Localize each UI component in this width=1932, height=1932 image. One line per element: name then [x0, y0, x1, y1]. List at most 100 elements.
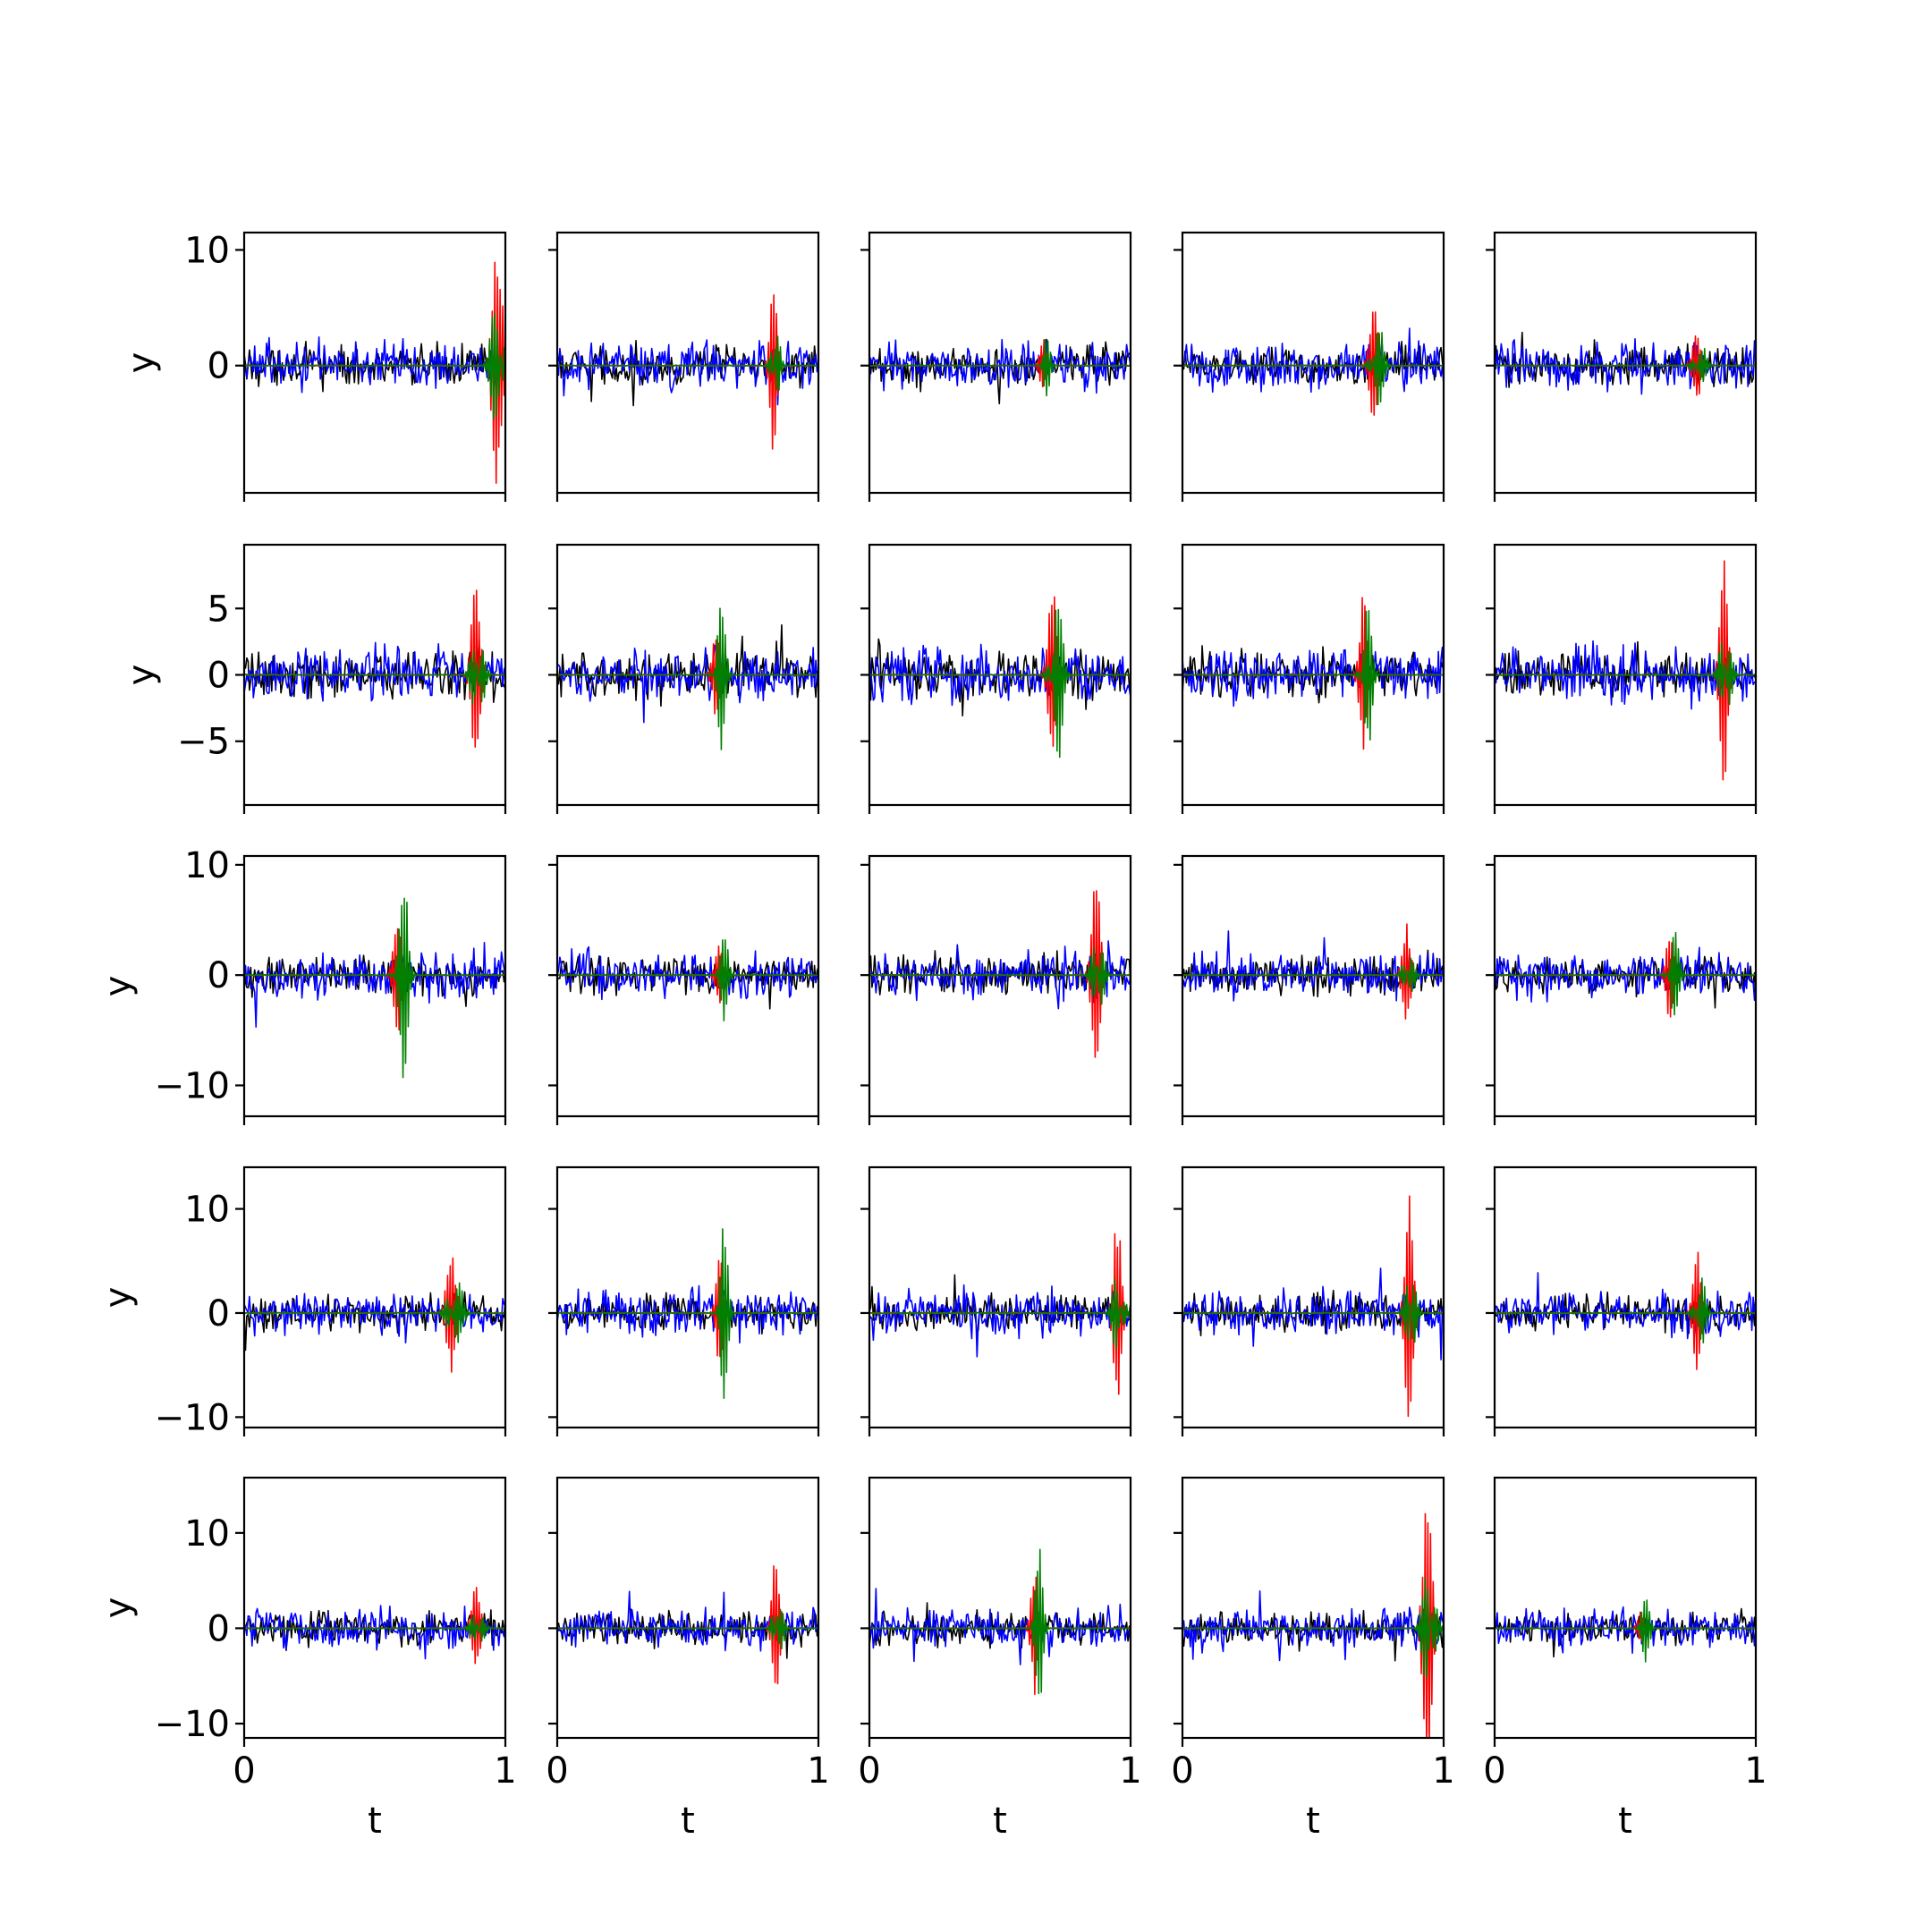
subplot-r3-c2 — [548, 854, 820, 1125]
plot-area — [1182, 597, 1444, 750]
y-tick-label: 10 — [184, 1513, 230, 1555]
series-line-noise-blue — [1495, 946, 1756, 1003]
axes-frame — [555, 231, 820, 495]
y-tick-label: 0 — [208, 1608, 230, 1649]
subplot-r4-c2 — [548, 1165, 820, 1436]
subplot-r1-c4 — [1174, 231, 1445, 502]
series-line-noise-black — [869, 338, 1131, 405]
plot-area — [1182, 1513, 1444, 1738]
series-line-burst-green — [1182, 1577, 1444, 1679]
axes-frame — [868, 1476, 1132, 1740]
y-axis-label: y — [97, 1597, 139, 1619]
axes-frame — [1181, 1476, 1445, 1740]
x-axis-label: t — [681, 1801, 695, 1842]
y-tick-label: −10 — [155, 1704, 230, 1745]
series-line-noise-black — [1182, 645, 1444, 704]
series-line-noise-blue — [557, 945, 818, 1001]
series-line-burst-green — [1495, 1599, 1756, 1663]
subplot-r2-c1: −5 0 5 y — [121, 543, 507, 814]
axes-frame — [1181, 231, 1445, 495]
x-axis-label: t — [1618, 1801, 1632, 1842]
series-line-noise-blue — [1495, 338, 1756, 395]
plot-area — [869, 1548, 1131, 1696]
plot-area — [244, 897, 505, 1079]
series-line-burst-green — [869, 608, 1131, 758]
x-tick-label: 0 — [858, 1750, 880, 1792]
plot-area — [557, 939, 818, 1021]
series-line-noise-black — [244, 1609, 505, 1651]
axes-frame — [555, 854, 820, 1118]
plot-area — [869, 338, 1131, 405]
plot-area — [1495, 560, 1756, 781]
series-line-burst-green — [244, 312, 505, 420]
axes-frame — [868, 231, 1132, 495]
subplot-r2-c3 — [860, 543, 1132, 814]
plot-area — [1182, 311, 1444, 416]
x-tick-label: 0 — [546, 1750, 568, 1792]
subplot-r2-c4 — [1174, 543, 1445, 814]
x-axis-label: t — [993, 1801, 1007, 1842]
y-tick-label: −10 — [155, 1065, 230, 1106]
series-line-noise-blue — [869, 1588, 1131, 1665]
series-line-burst-green — [1182, 610, 1444, 741]
y-tick-label: 0 — [208, 346, 230, 387]
series-line-burst-green — [244, 1282, 505, 1343]
plot-area — [1495, 331, 1756, 396]
plot-area — [1495, 1251, 1756, 1370]
y-axis-label: y — [97, 976, 139, 997]
subplot-r5-c4: 0 1 t — [1171, 1476, 1455, 1842]
series-line-burst-green — [557, 607, 818, 750]
subplot-r5-c5: 0 1 t — [1483, 1476, 1767, 1842]
series-line-burst-green — [557, 335, 818, 391]
y-tick-label: 0 — [208, 1293, 230, 1335]
series-line-noise-blue — [244, 941, 505, 1028]
plot-area — [1182, 923, 1444, 1020]
series-line-burst-green — [244, 1614, 505, 1642]
y-tick-label: 5 — [208, 589, 230, 630]
axes-frame — [1181, 854, 1445, 1118]
y-tick-label: 10 — [184, 1190, 230, 1231]
axes-frame — [555, 1165, 820, 1429]
series-line-burst-green — [869, 1278, 1131, 1351]
x-tick-label: 0 — [1171, 1750, 1193, 1792]
plot-area — [1495, 931, 1756, 1018]
plot-area — [557, 607, 818, 750]
y-tick-label: −5 — [177, 722, 230, 763]
y-axis-label: y — [121, 665, 162, 686]
x-axis-label: t — [1306, 1801, 1320, 1842]
axes-frame — [1181, 1165, 1445, 1429]
series-line-burst-green — [557, 1228, 818, 1399]
plot-area — [244, 1257, 505, 1373]
series-line-noise-blue — [1182, 327, 1444, 394]
y-tick-label: 0 — [208, 656, 230, 697]
subplot-r1-c5 — [1486, 231, 1758, 502]
series-line-noise-blue — [1495, 1272, 1756, 1340]
subplot-r1-c3 — [860, 231, 1132, 502]
series-line-burst-green — [244, 649, 505, 705]
series-line-burst-green — [557, 1608, 818, 1650]
series-line-burst-green — [1495, 347, 1756, 383]
axes-frame — [868, 854, 1132, 1118]
series-line-noise-blue — [869, 643, 1131, 707]
series-line-noise-blue — [244, 641, 505, 702]
plot-area — [557, 1228, 818, 1399]
series-line-noise-black — [1495, 640, 1756, 698]
x-tick-label: 1 — [494, 1750, 516, 1792]
axes-frame — [1493, 854, 1758, 1118]
plot-area — [1182, 1195, 1444, 1418]
subplot-r4-c3 — [860, 1165, 1132, 1436]
series-line-noise-blue — [869, 338, 1131, 394]
plot-area — [244, 589, 505, 748]
series-line-burst-green — [1182, 331, 1444, 406]
plot-area — [244, 1587, 505, 1665]
subplot-r4-c1: −10 0 10 y — [97, 1165, 507, 1438]
x-tick-label: 1 — [1119, 1750, 1141, 1792]
plot-area — [557, 293, 818, 450]
plot-area — [869, 596, 1131, 758]
series-line-burst-green — [1495, 1277, 1756, 1343]
axes-frame — [868, 1165, 1132, 1429]
x-tick-label: 0 — [1483, 1750, 1505, 1792]
